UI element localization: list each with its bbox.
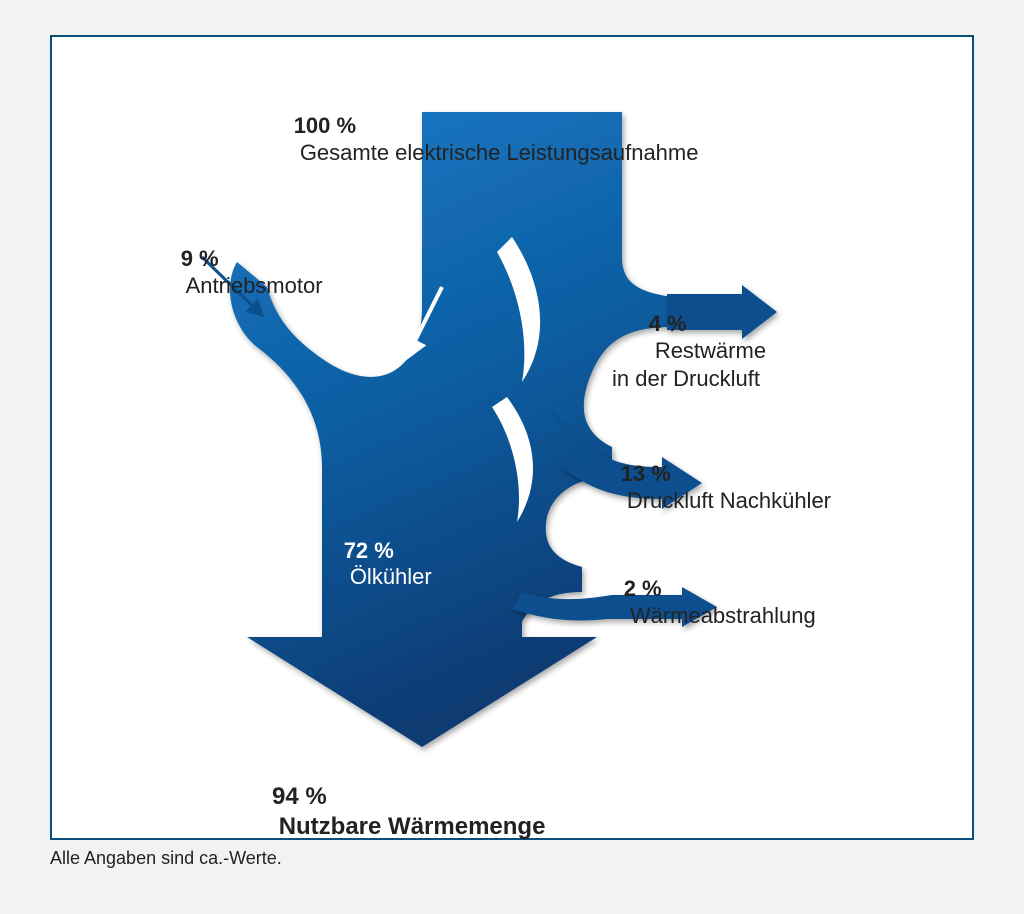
label-aftercooler: 13 % Druckluft Nachkühler xyxy=(584,432,831,542)
label-radiation: 2 % Wärmeabstrahlung xyxy=(587,547,816,657)
label-aftercooler-pct: 13 % xyxy=(621,461,671,486)
diagram-frame: 100 % Gesamte elektrische Leistungsaufna… xyxy=(50,35,974,840)
label-residual: 4 % Restwärme in der Druckluft xyxy=(612,282,766,420)
diagram-root: 100 % Gesamte elektrische Leistungsaufna… xyxy=(0,0,1024,914)
label-drive-text: Antriebsmotor xyxy=(186,273,323,298)
label-oilcooler: 72 % Ölkühler xyxy=(307,512,432,616)
label-residual-pct: 4 % xyxy=(649,311,687,336)
label-usable-text: Nutzbare Wärmemenge xyxy=(279,813,546,840)
label-total-pct: 100 % xyxy=(294,113,356,138)
label-total-text: Gesamte elektrische Leistungsaufnahme xyxy=(300,140,699,165)
label-oilcooler-pct: 72 % xyxy=(344,538,394,563)
white-slit-1 xyxy=(332,262,380,372)
label-total: 100 % Gesamte elektrische Leistungsaufna… xyxy=(257,84,698,194)
label-residual-text: Restwärme in der Druckluft xyxy=(612,338,766,391)
label-radiation-text: Wärmeabstrahlung xyxy=(630,603,816,628)
label-aftercooler-text: Druckluft Nachkühler xyxy=(627,488,831,513)
label-drive: 9 % Antriebsmotor xyxy=(144,217,323,327)
label-drive-pct: 9 % xyxy=(181,246,219,271)
label-oilcooler-text: Ölkühler xyxy=(350,564,432,589)
label-radiation-pct: 2 % xyxy=(624,576,662,601)
label-usable-pct: 94 % xyxy=(272,783,327,810)
footnote: Alle Angaben sind ca.-Werte. xyxy=(50,848,282,869)
